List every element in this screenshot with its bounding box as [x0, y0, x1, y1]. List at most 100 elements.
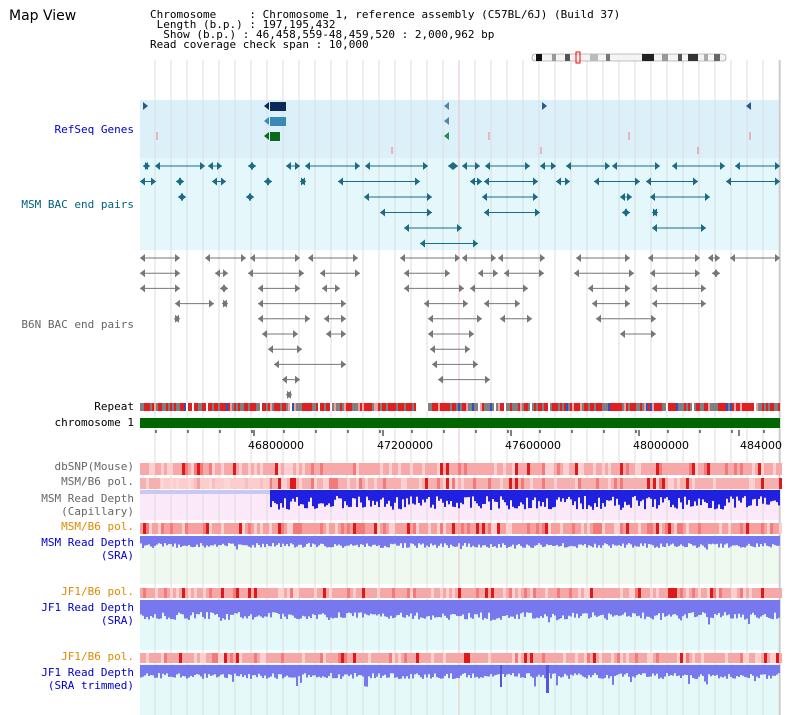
msm-sra-depth-bar: [364, 536, 366, 547]
bac-end-arrow-icon: [463, 299, 468, 308]
repeat-mark: [158, 403, 160, 411]
msm-pol2-mark: [422, 523, 425, 534]
jf1-trim-depth-bar: [562, 665, 564, 677]
dbsnp-mark: [551, 463, 554, 475]
msm-capillary-depth-bar: [576, 490, 578, 510]
msm-pol2-mark: [299, 523, 302, 534]
repeat-mark: [684, 403, 686, 411]
jf1-pol2-mark: [527, 653, 530, 663]
repeat-mark: [274, 403, 276, 411]
jf1-pol-mark: [467, 588, 470, 598]
msm-sra-depth-bar: [274, 536, 276, 547]
msm-sra-depth-bar: [294, 536, 296, 548]
jf1-pol2-mark: [281, 653, 284, 663]
label-line-2: (Capillary): [61, 505, 134, 518]
jf1-sra-depth-bar: [216, 600, 218, 615]
repeat-mark: [442, 403, 444, 411]
jf1-pol2-mark: [629, 653, 632, 663]
jf1-pol2-mark: [470, 653, 473, 663]
dbsnp-mark: [467, 463, 470, 475]
dbsnp-mark: [728, 463, 731, 475]
jf1-pol2-mark: [224, 653, 227, 663]
jf1-pol-mark: [653, 588, 656, 598]
jf1-trim-depth-bar: [602, 665, 604, 679]
repeat-mark: [630, 403, 632, 411]
jf1-pol2-mark: [590, 653, 593, 663]
msm-sra-depth-bar: [534, 536, 536, 546]
jf1-trim-depth-bar: [716, 665, 718, 675]
msm-sra-depth-bar: [418, 536, 420, 544]
jf1-sra-depth-bar: [330, 600, 332, 618]
msm-capillary-depth-bar: [604, 490, 606, 507]
jf1-trim-depth-bar: [182, 665, 184, 676]
msm-pol-mark: [737, 478, 740, 489]
repeat-mark: [268, 403, 270, 411]
jf1-pol2-mark: [203, 653, 206, 663]
jf1-pol-mark: [224, 588, 227, 598]
msm-pol-mark: [272, 478, 275, 489]
repeat-mark: [672, 403, 674, 411]
msm-pol2-mark: [194, 523, 197, 534]
jf1-sra-depth-bar: [168, 600, 170, 618]
msm-pol-mark: [668, 478, 671, 489]
msm-capillary-depth-bar: [618, 490, 620, 505]
jf1-pol2-mark: [509, 653, 512, 663]
jf1-sra-depth-bar: [218, 600, 220, 618]
jf1-trim-depth-bar: [422, 665, 424, 679]
msm-sra-depth-bar: [700, 536, 702, 545]
msm-pol-mark: [626, 478, 629, 489]
msm-pol2-mark: [434, 523, 437, 534]
jf1-trim-depth-bar: [150, 665, 152, 675]
msm-pol2-mark: [755, 523, 758, 534]
repeat-mark: [530, 403, 532, 411]
repeat-mark: [338, 403, 340, 411]
jf1-pol2-mark: [305, 653, 308, 663]
msm-pol2-mark: [377, 523, 380, 534]
msm-sra-depth-bar: [242, 536, 244, 546]
msm-capillary-depth-bar: [322, 490, 324, 504]
msm-pol-mark: [347, 478, 350, 489]
repeat-mark: [494, 403, 496, 411]
repeat-mark: [202, 403, 204, 411]
repeat-mark: [154, 403, 156, 411]
bac-end-arrow-icon: [140, 177, 145, 186]
jf1-trim-depth-bar: [644, 665, 646, 674]
jf1-trim-depth-bar: [374, 665, 376, 679]
repeat-mark: [560, 403, 562, 411]
jf1-trim-depth-bar: [344, 665, 346, 675]
repeat-mark: [408, 403, 410, 411]
repeat-mark: [662, 403, 664, 411]
repeat-mark: [640, 403, 642, 411]
msm-pol2-mark: [518, 523, 521, 534]
jf1-sra-depth-bar: [318, 600, 320, 615]
msm-sra-depth-bar: [410, 536, 412, 544]
repeat-mark: [330, 403, 332, 411]
msm-pol2-mark: [578, 523, 581, 534]
msm-pol-mark: [503, 478, 506, 489]
jf1-sra-depth-bar: [360, 600, 362, 613]
jf1-pol-mark: [632, 588, 635, 598]
repeat-mark: [402, 403, 404, 411]
msm-capillary-depth-bar: [312, 490, 314, 507]
msm-capillary-depth-bar: [778, 490, 780, 506]
msm-sra-depth-bar: [142, 536, 144, 548]
msm-sra-depth-bar: [670, 536, 672, 545]
repeat-mark: [652, 403, 654, 411]
dbsnp-mark: [455, 463, 458, 475]
bac-end-arrow-icon: [625, 299, 630, 308]
dbsnp-mark: [143, 463, 146, 475]
jf1-trim-depth-bar: [502, 665, 504, 674]
jf1-trim-depth-bar: [580, 665, 582, 675]
repeat-mark: [414, 403, 416, 411]
repeat-mark: [740, 403, 742, 411]
jf1-trim-depth-bar: [750, 665, 752, 675]
jf1-sra-depth-bar: [568, 600, 570, 616]
repeat-mark: [358, 403, 360, 411]
dbsnp-mark: [272, 463, 275, 475]
msm-capillary-depth-bar: [394, 490, 396, 503]
dbsnp-mark: [737, 463, 740, 475]
repeat-mark: [222, 403, 224, 411]
dbsnp-mark: [158, 463, 161, 475]
jf1-pol-mark: [320, 588, 323, 598]
